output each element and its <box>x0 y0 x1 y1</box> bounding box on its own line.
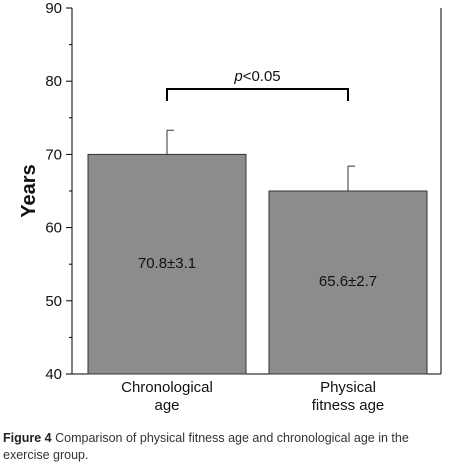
figure-caption: Figure 4 Comparison of physical fitness … <box>3 430 458 464</box>
bar <box>87 153 247 375</box>
bracket-line <box>166 88 349 101</box>
category-label-line: Physical <box>320 379 376 396</box>
significance-bracket: p<0.05 <box>166 68 349 101</box>
caption-text: Comparison of physical fitness age and c… <box>3 431 409 462</box>
y-tick-label: 70 <box>45 146 62 163</box>
category-labels: Chronological age Physical fitness age <box>121 379 384 414</box>
figure-number: Figure 4 <box>3 431 52 445</box>
category-label: Physical fitness age <box>312 379 385 414</box>
y-tick-label: 60 <box>45 220 62 237</box>
bar <box>268 190 428 375</box>
p-symbol: p <box>233 68 242 85</box>
p-value: <0.05 <box>243 68 281 85</box>
category-label-line: age <box>154 397 179 414</box>
category-label-line: Chronological <box>121 379 213 396</box>
error-bars <box>166 129 355 191</box>
data-label: 65.6±2.7 <box>319 273 377 290</box>
y-tick-label: 80 <box>45 73 62 90</box>
y-tick-label: 90 <box>45 0 62 17</box>
category-label-line: fitness age <box>312 397 385 414</box>
y-tick-label: 50 <box>45 293 62 310</box>
data-label: 70.8±3.1 <box>138 255 196 272</box>
significance-label: p<0.05 <box>233 68 280 85</box>
bars <box>87 153 428 375</box>
category-label: Chronological age <box>121 379 213 414</box>
y-tick-label: 40 <box>45 366 62 383</box>
bar-chart: 40 50 60 70 80 90 70.8±3.1 65.6±2.7 Chronologi… <box>18 0 442 414</box>
y-axis-ticks: 40 50 60 70 80 90 <box>45 0 72 383</box>
data-labels: 70.8±3.1 65.6±2.7 <box>138 255 377 290</box>
y-axis-label: Years <box>18 164 40 217</box>
